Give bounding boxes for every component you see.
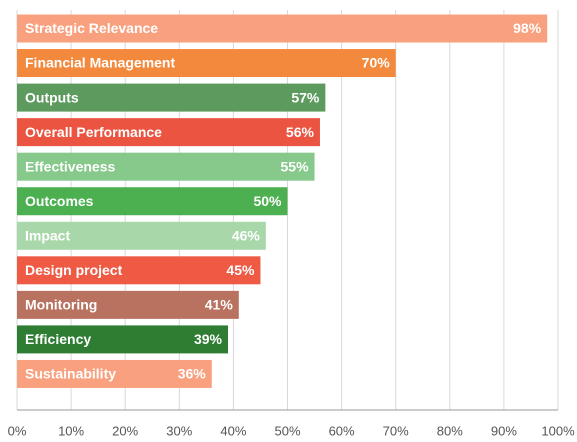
bar: [17, 221, 266, 250]
bar: [17, 83, 326, 112]
x-tick-label: 50%: [274, 423, 300, 438]
value-label: 70%: [362, 55, 391, 71]
bar: [17, 325, 228, 354]
category-label: Outputs: [25, 89, 79, 105]
x-tick-label: 0%: [8, 423, 27, 438]
value-label: 55%: [281, 158, 310, 174]
category-label: Sustainability: [25, 366, 116, 382]
bar: [17, 118, 320, 147]
value-label: 39%: [194, 331, 223, 347]
bar: [17, 359, 212, 388]
category-label: Overall Performance: [25, 124, 162, 140]
value-label: 41%: [205, 297, 234, 313]
category-label: Design project: [25, 262, 123, 278]
x-tick-label: 10%: [58, 423, 84, 438]
value-label: 98%: [513, 20, 542, 36]
x-tick-label: 60%: [329, 423, 355, 438]
category-label: Outcomes: [25, 193, 94, 209]
bar: [17, 187, 288, 216]
x-tick-label: 100%: [541, 423, 575, 438]
x-tick-label: 70%: [383, 423, 409, 438]
value-label: 57%: [291, 89, 320, 105]
category-label: Monitoring: [25, 297, 97, 313]
bar: [17, 14, 548, 43]
value-label: 46%: [232, 227, 261, 243]
x-tick-label: 40%: [220, 423, 246, 438]
value-label: 45%: [226, 262, 255, 278]
value-label: 50%: [253, 193, 282, 209]
category-label: Efficiency: [25, 331, 91, 347]
category-label: Strategic Relevance: [25, 20, 158, 36]
x-tick-label: 90%: [491, 423, 517, 438]
bar: [17, 49, 396, 78]
bar: [17, 290, 239, 319]
x-tick-label: 80%: [437, 423, 463, 438]
category-label: Financial Management: [25, 55, 175, 71]
category-label: Effectiveness: [25, 158, 115, 174]
category-label: Impact: [25, 227, 70, 243]
x-tick-label: 30%: [166, 423, 192, 438]
bar: [17, 256, 261, 285]
bar: [17, 152, 315, 181]
value-label: 36%: [178, 366, 207, 382]
x-tick-label: 20%: [112, 423, 138, 438]
value-label: 56%: [286, 124, 315, 140]
